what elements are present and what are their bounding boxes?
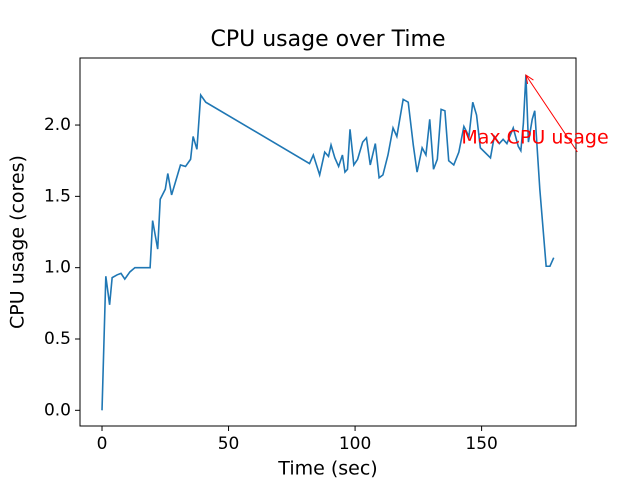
plot-frame — [79, 57, 577, 427]
x-tick-label: 100 — [339, 434, 371, 454]
data-line — [101, 75, 555, 411]
y-axis-label: CPU usage (cores) — [7, 155, 29, 329]
x-tick-label: 0 — [97, 434, 108, 454]
x-axis-label: Time (sec) — [277, 458, 377, 480]
chart-title: CPU usage over Time — [211, 27, 446, 52]
y-tick-label: 2.0 — [44, 115, 71, 135]
annotation-arrowhead — [525, 74, 534, 85]
y-tick-label: 0.0 — [44, 400, 71, 420]
x-tick-label: 150 — [465, 434, 497, 454]
x-tick-label: 50 — [218, 434, 240, 454]
y-tick-label: 1.5 — [44, 186, 71, 206]
y-tick-label: 1.0 — [44, 258, 71, 278]
annotation-arrow — [525, 74, 578, 153]
annotation: Max CPU usage — [461, 126, 608, 148]
y-tick-label: 0.5 — [44, 329, 71, 349]
